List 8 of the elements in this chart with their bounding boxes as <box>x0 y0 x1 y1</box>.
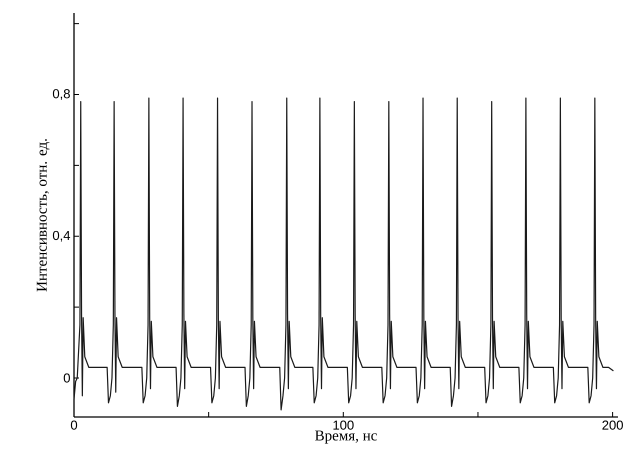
x-tick-label: 200 <box>602 420 623 430</box>
y-axis-title: Интенсивность, отн. ед. <box>36 139 50 292</box>
x-tick-label: 0 <box>70 420 78 430</box>
y-tick-label: 0,4 <box>52 230 70 242</box>
y-tick-label: 0 <box>64 373 70 383</box>
y-tick-label: 0,8 <box>52 89 70 100</box>
x-axis-title: Время, нс <box>315 430 377 444</box>
x-tick-label: 100 <box>333 420 354 430</box>
